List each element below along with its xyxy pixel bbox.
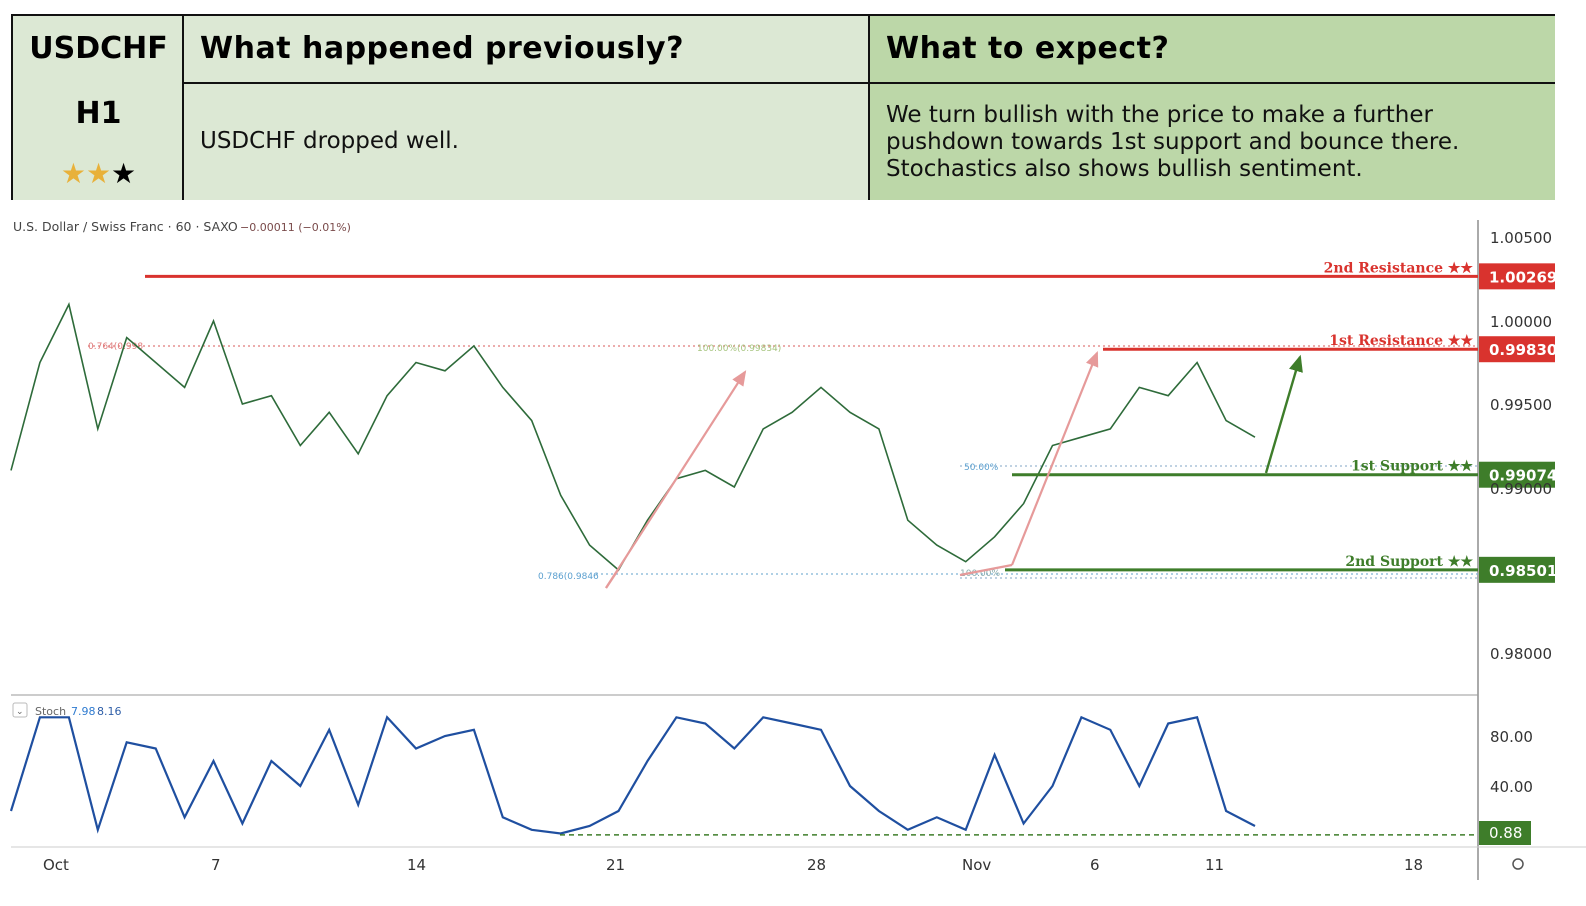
fib-label-100b: 100.00% xyxy=(960,569,1000,579)
price-change: −0.00011 (−0.01%) xyxy=(240,221,351,234)
projection-arrow-tail xyxy=(959,563,1013,577)
fib-label-0786: 0.786(0.9846 xyxy=(538,572,599,582)
price-axis: 1.00500 1.00000 0.99500 0.99000 0.98000 xyxy=(1490,229,1552,663)
expect-line: pushdown towards 1st support and bounce … xyxy=(886,129,1460,155)
price-tick-label: 1.00500 xyxy=(1490,229,1552,247)
symbol-info: U.S. Dollar / Swiss Franc · 60 · SAXO xyxy=(13,219,238,234)
fib-label-50: 50.00% xyxy=(964,463,999,473)
stoch-tick-label: 80.00 xyxy=(1490,728,1533,746)
price-series xyxy=(10,302,1256,572)
pair-cell: USDCHF H1 ★★★ xyxy=(13,16,184,200)
time-tick-label: 6 xyxy=(1090,856,1100,874)
projection-arrow-tail xyxy=(605,569,619,589)
previous-title: What happened previously? xyxy=(200,31,685,66)
expect-title: What to expect? xyxy=(886,31,1170,66)
level-price-badge xyxy=(1479,263,1555,290)
bullish-arrow xyxy=(1264,354,1303,474)
level-name: 2nd Resistance ★★ xyxy=(1324,260,1474,276)
pair-name: USDCHF xyxy=(29,31,168,66)
projection-arrow xyxy=(605,370,747,589)
fib-label-0764: 0.764(0.998 xyxy=(88,342,143,352)
stoch-d-value: 8.16 xyxy=(97,705,122,718)
stoch-current-badge xyxy=(1479,821,1531,845)
collapse-pane-button[interactable] xyxy=(12,702,28,718)
expect-text: We turn bullish with the price to make a… xyxy=(886,102,1459,183)
level-name: 1st Support ★★ xyxy=(1351,459,1473,475)
level-price-badge xyxy=(1479,461,1555,488)
level-price-label: 1.00269 xyxy=(1489,268,1557,286)
expect-line: We turn bullish with the price to make a… xyxy=(886,102,1433,128)
chevron-down-icon: ⌄ xyxy=(16,707,24,717)
time-tick-label: 7 xyxy=(211,856,221,874)
level-price-label: 0.99074 xyxy=(1489,467,1557,485)
price-tick-label: 1.00000 xyxy=(1490,313,1552,331)
star-empty-icon: ★ xyxy=(111,157,137,190)
level-price-badge xyxy=(1479,556,1555,583)
level-name: 2nd Support ★★ xyxy=(1345,554,1473,570)
stoch-tick-label: 40.00 xyxy=(1490,778,1533,796)
price-chart[interactable]: U.S. Dollar / Swiss Franc · 60 · SAXO −0… xyxy=(0,205,1586,895)
time-axis: Oct 7 14 21 28 Nov 6 11 18 xyxy=(43,856,1423,874)
stoch-k-value: 7.98 xyxy=(71,705,96,718)
time-tick-label: 18 xyxy=(1404,856,1423,874)
rating-stars: ★★★ xyxy=(13,159,184,189)
time-tick-label: Oct xyxy=(43,856,69,874)
stoch-label: Stoch xyxy=(35,705,66,718)
price-tick-label: 0.99500 xyxy=(1490,396,1552,414)
previous-body-cell: USDCHF dropped well. xyxy=(184,84,870,200)
projection-arrow xyxy=(1010,350,1099,566)
price-tick-label: 0.98000 xyxy=(1490,645,1552,663)
level-price-label: 0.99830 xyxy=(1489,341,1557,359)
time-tick-label: 14 xyxy=(407,856,426,874)
price-tick-label: 0.99000 xyxy=(1490,480,1552,498)
expect-body-cell: We turn bullish with the price to make a… xyxy=(870,84,1555,200)
stoch-current-value: 0.88 xyxy=(1489,824,1522,842)
star-filled-icon: ★ xyxy=(85,157,112,190)
level-lines: 2nd Resistance ★★ 1.00269 1st Resistance ★… xyxy=(145,260,1557,583)
expect-line: Stochastics also shows bullish sentiment… xyxy=(886,156,1363,182)
settings-gear-icon[interactable] xyxy=(1512,858,1524,870)
fib-label-100a: 100.00%(0.99834) xyxy=(697,344,781,354)
level-price-label: 0.98501 xyxy=(1489,562,1557,580)
timeframe: H1 xyxy=(75,96,122,131)
previous-text: USDCHF dropped well. xyxy=(200,128,459,154)
time-tick-label: 21 xyxy=(606,856,625,874)
analysis-header-table: USDCHF H1 ★★★ What happened previously? … xyxy=(11,14,1555,200)
time-tick-label: 28 xyxy=(807,856,826,874)
time-tick-label: Nov xyxy=(962,856,991,874)
time-tick-label: 11 xyxy=(1205,856,1224,874)
previous-header-cell: What happened previously? xyxy=(184,16,870,84)
stoch-series xyxy=(9,715,1256,835)
level-price-badge xyxy=(1479,336,1555,363)
level-name: 1st Resistance ★★ xyxy=(1329,333,1473,349)
star-filled-icon: ★ xyxy=(60,157,86,190)
expect-header-cell: What to expect? xyxy=(870,16,1555,84)
